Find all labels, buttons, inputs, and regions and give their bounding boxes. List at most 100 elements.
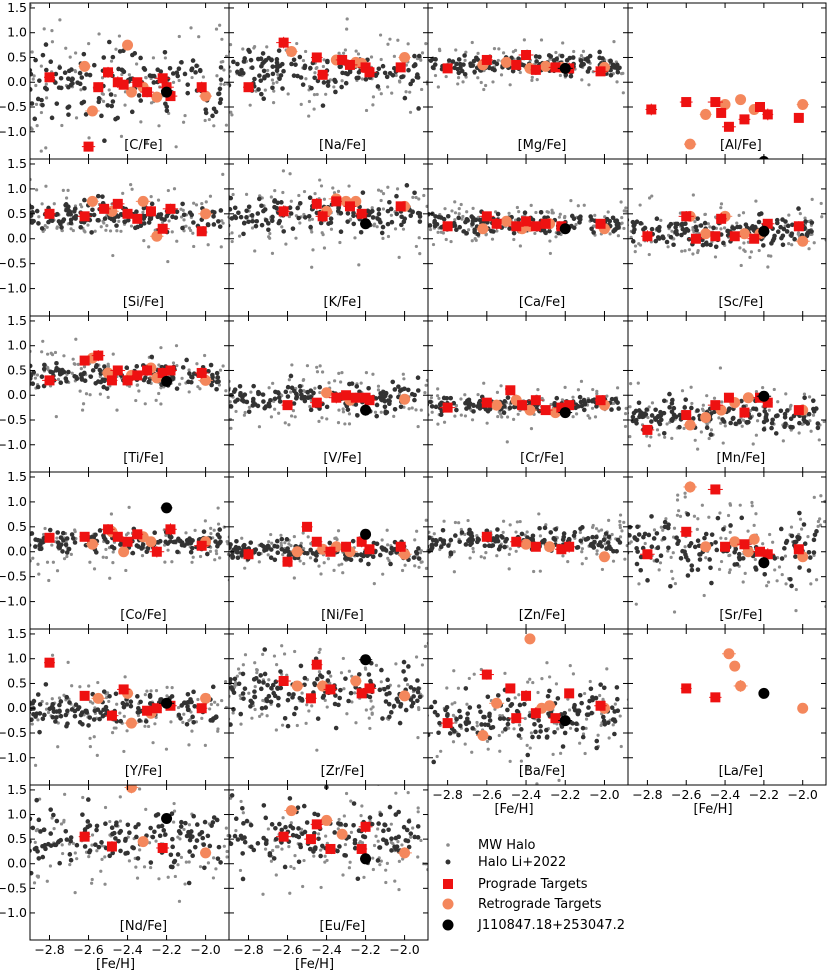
halo-li-point xyxy=(542,525,548,531)
halo-li-point xyxy=(775,229,781,235)
mw-halo-point xyxy=(241,47,245,51)
prograde-point xyxy=(690,233,701,244)
mw-halo-point xyxy=(414,408,418,412)
mw-halo-point xyxy=(749,250,754,254)
halo-li-point xyxy=(709,580,714,586)
mw-halo-point xyxy=(505,440,509,444)
y-tick-label: −1.0 xyxy=(0,594,27,609)
mw-halo-point xyxy=(108,229,113,233)
mw-halo-point xyxy=(19,559,22,562)
mw-halo-point xyxy=(88,560,92,564)
mw-halo-point xyxy=(55,536,59,540)
mw-halo-point xyxy=(320,370,325,374)
mw-halo-point xyxy=(522,38,526,42)
halo-li-point xyxy=(375,84,381,89)
mw-halo-point xyxy=(659,218,663,222)
prograde-point xyxy=(681,410,692,421)
mw-halo-point xyxy=(425,204,428,208)
mw-halo-point xyxy=(21,222,24,225)
mw-halo-point xyxy=(221,364,225,368)
mw-halo-point xyxy=(436,85,440,89)
halo-li-point xyxy=(553,527,559,532)
halo-li-point xyxy=(667,391,672,397)
prograde-point xyxy=(511,59,522,70)
mw-halo-point xyxy=(453,200,457,204)
halo-li-point xyxy=(308,65,313,71)
panel-label: [Mn/Fe] xyxy=(716,451,765,466)
halo-li-point xyxy=(48,59,54,65)
mw-halo-point xyxy=(709,428,714,432)
mw-halo-point xyxy=(320,416,324,420)
mw-halo-point xyxy=(513,218,518,222)
mw-halo-point xyxy=(224,123,229,127)
mw-halo-point xyxy=(341,410,346,414)
mw-halo-point xyxy=(393,227,398,231)
retrograde-point xyxy=(291,546,303,558)
mw-halo-point xyxy=(766,265,770,269)
halo-li-point xyxy=(235,61,240,67)
halo-li-point xyxy=(40,52,46,58)
halo-li-point xyxy=(176,66,182,72)
halo-li-point xyxy=(416,106,421,111)
mw-halo-point xyxy=(468,556,472,560)
halo-li-point xyxy=(205,551,210,557)
mw-halo-point xyxy=(79,88,83,92)
halo-li-point xyxy=(311,390,316,396)
prograde-point xyxy=(103,524,114,535)
mw-halo-point xyxy=(670,436,674,441)
halo-li-point xyxy=(561,531,567,536)
mw-halo-point xyxy=(456,82,460,86)
mw-halo-point xyxy=(419,397,422,400)
mw-halo-point xyxy=(109,512,114,516)
halo-li-point xyxy=(309,85,314,91)
mw-halo-point xyxy=(104,555,109,560)
halo-li-point xyxy=(79,377,85,382)
halo-li-point xyxy=(284,537,290,542)
panel-label: [Ni/Fe] xyxy=(321,608,364,623)
halo-li-point xyxy=(577,217,583,222)
mw-halo-point xyxy=(413,538,417,542)
mw-halo-point xyxy=(69,227,73,231)
mw-halo-point xyxy=(376,188,381,192)
mw-halo-point xyxy=(221,221,225,225)
halo-li-point xyxy=(290,226,296,231)
retrograde-point xyxy=(797,99,809,111)
halo-li-point xyxy=(237,383,243,389)
halo-li-point xyxy=(429,542,435,548)
retrograde-point xyxy=(738,228,750,240)
halo-li-point xyxy=(778,408,784,414)
halo-li-point xyxy=(287,205,293,211)
halo-li-point xyxy=(44,67,49,73)
mw-halo-point xyxy=(301,378,305,382)
mw-halo-point xyxy=(61,188,65,193)
mw-halo-point xyxy=(576,388,581,392)
mw-halo-point xyxy=(461,214,465,219)
mw-halo-point xyxy=(287,378,291,382)
retrograde-point xyxy=(540,60,552,72)
mw-halo-point xyxy=(421,415,424,418)
mw-halo-point xyxy=(381,192,386,196)
halo-li-point xyxy=(246,409,252,415)
halo-li-point xyxy=(614,226,619,231)
halo-li-point xyxy=(751,406,756,411)
mw-halo-point xyxy=(501,530,505,534)
mw-halo-point xyxy=(142,238,146,243)
mw-halo-point xyxy=(76,362,80,366)
halo-li-point xyxy=(189,212,195,218)
mw-halo-point xyxy=(331,186,335,190)
mw-halo-point xyxy=(420,402,423,405)
mw-halo-point xyxy=(315,66,319,70)
halo-li-point xyxy=(69,67,74,72)
retrograde-point xyxy=(684,419,696,431)
halo-li-point xyxy=(688,541,694,546)
mw-halo-point xyxy=(45,560,50,564)
halo-li-point xyxy=(396,384,401,389)
mw-halo-point xyxy=(453,218,457,222)
halo-li-point xyxy=(190,58,196,63)
mw-halo-point xyxy=(622,520,626,524)
halo-li-point xyxy=(632,535,637,540)
halo-li-point xyxy=(136,544,141,549)
panel-points xyxy=(419,379,628,444)
halo-li-point xyxy=(61,217,67,222)
mw-halo-point xyxy=(397,255,401,259)
